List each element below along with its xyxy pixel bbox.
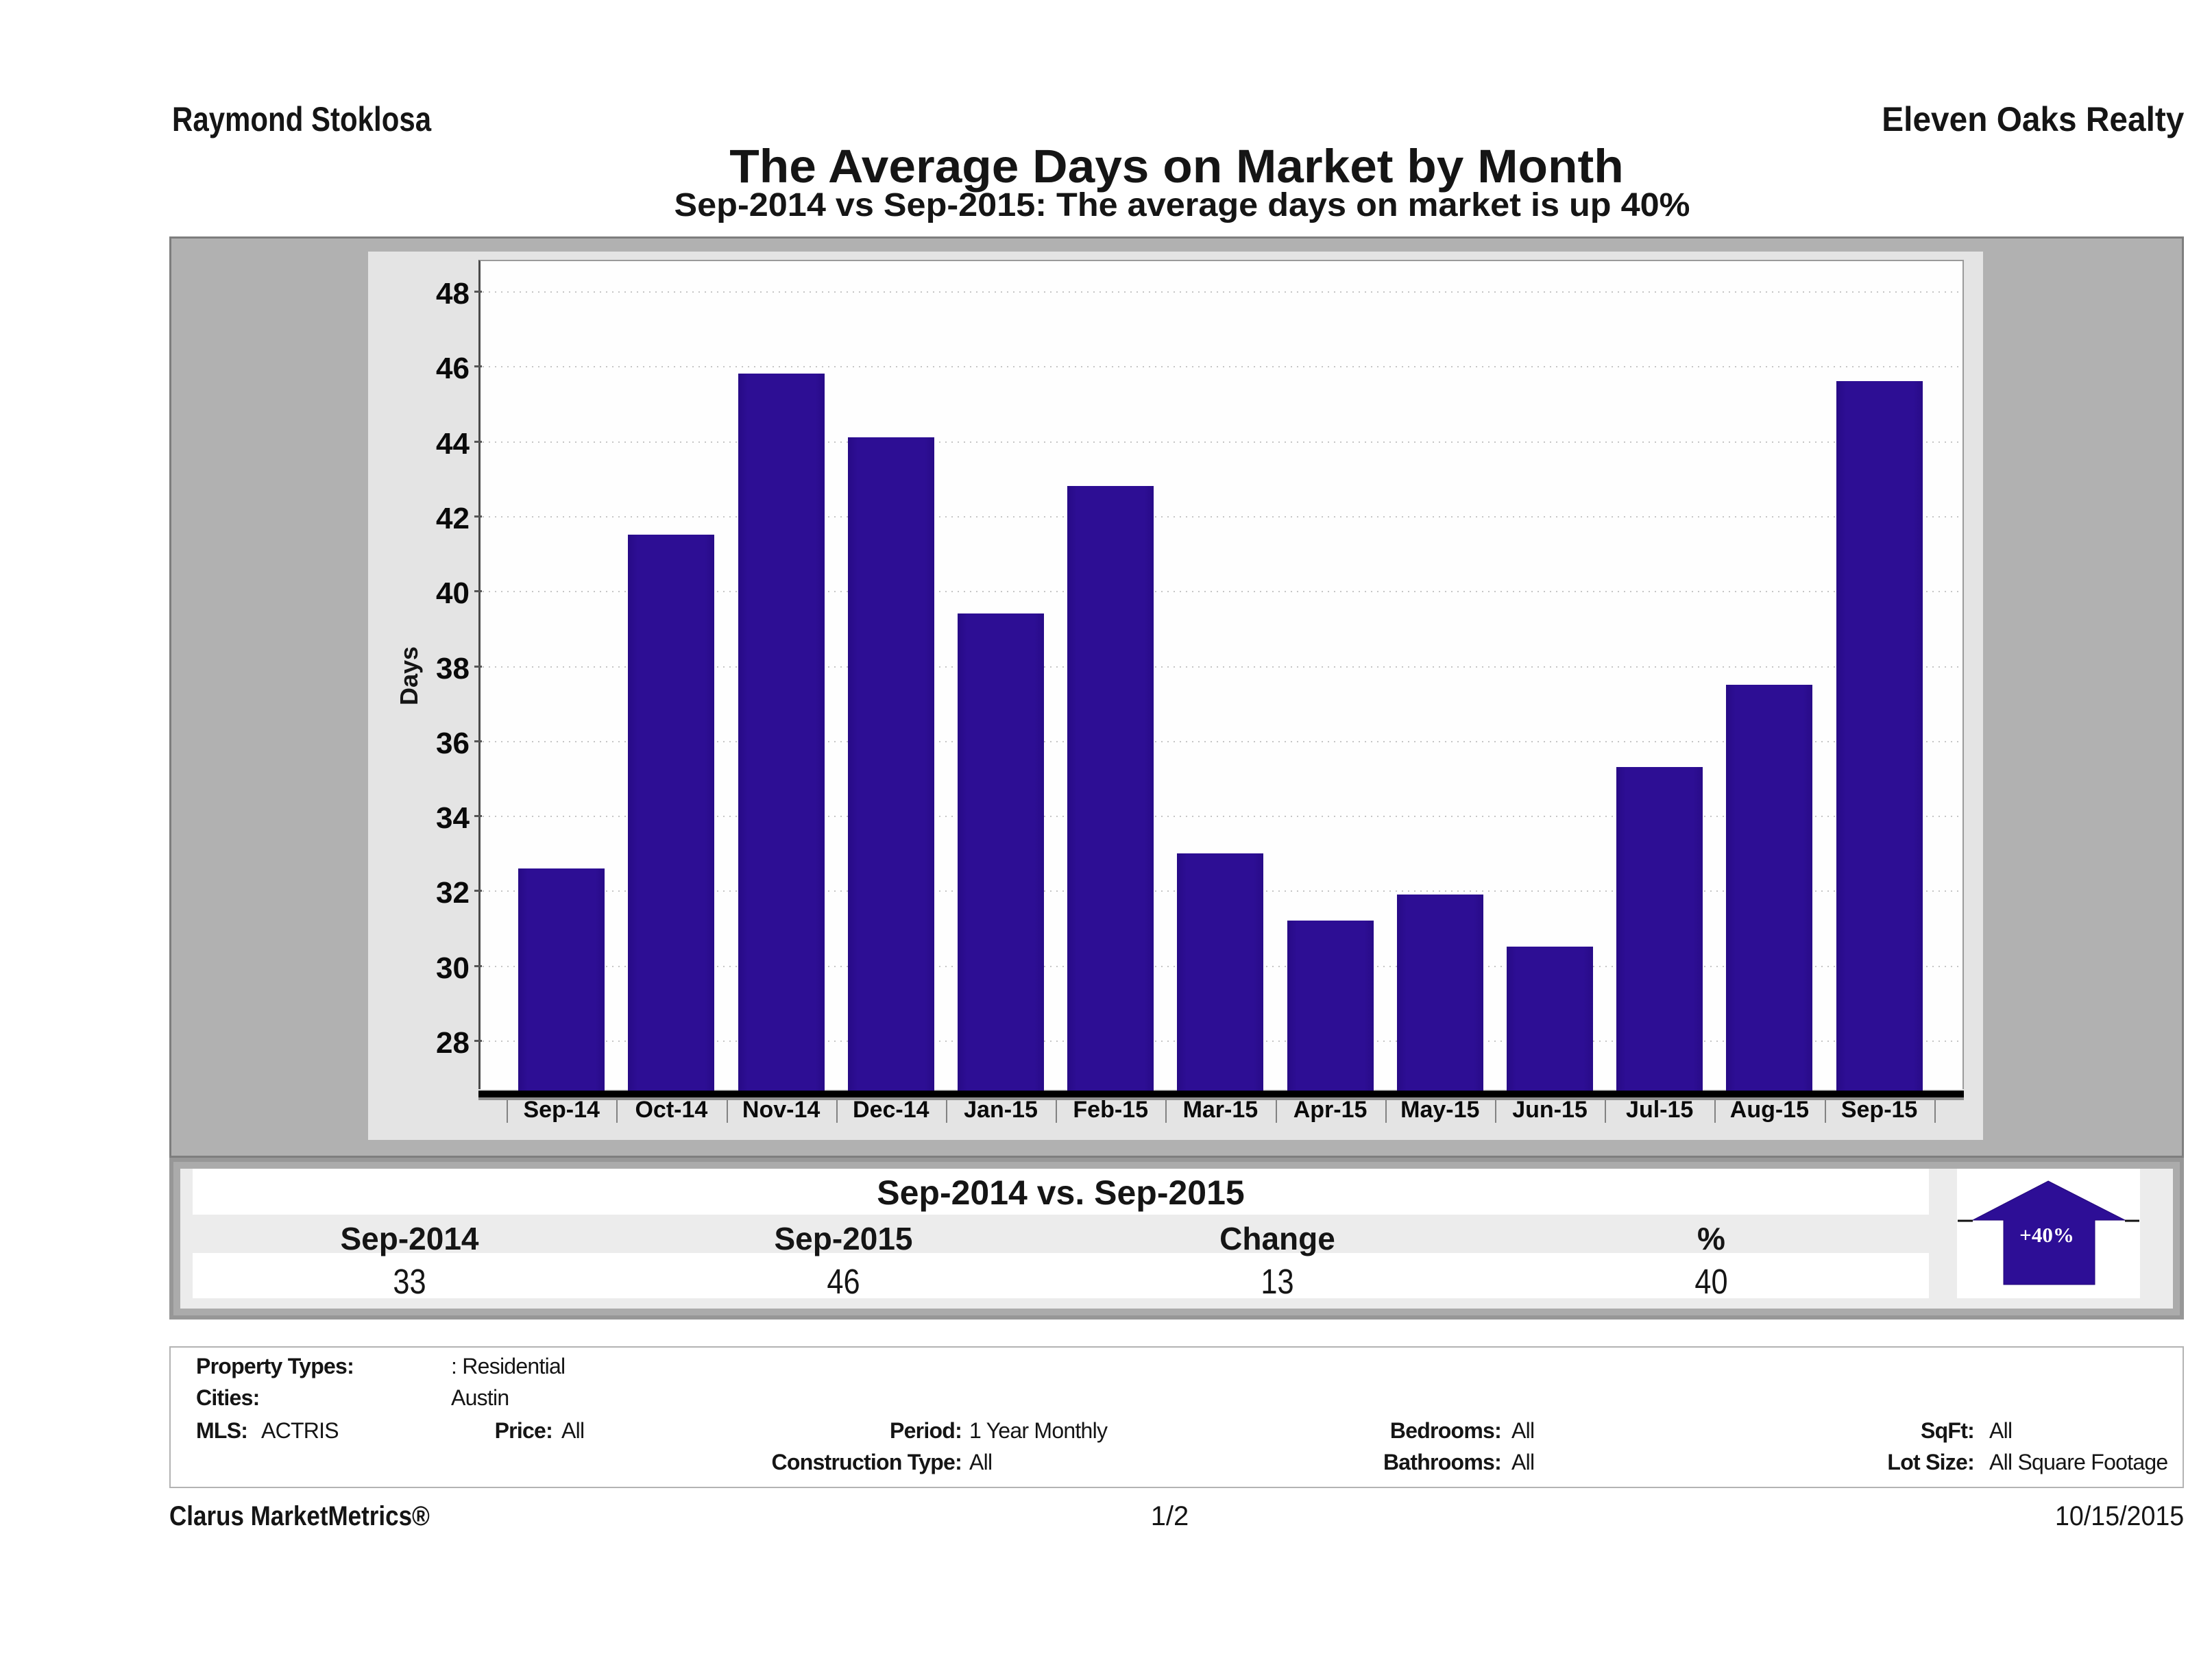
svg-text:+40%: +40% [2019,1223,2074,1247]
